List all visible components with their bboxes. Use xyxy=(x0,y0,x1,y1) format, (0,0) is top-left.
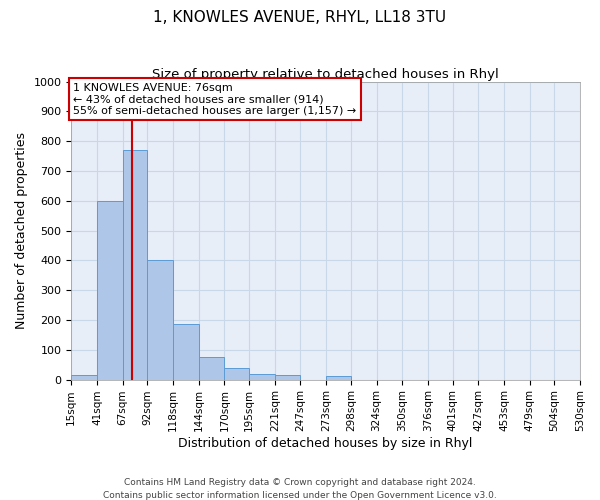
Text: 1, KNOWLES AVENUE, RHYL, LL18 3TU: 1, KNOWLES AVENUE, RHYL, LL18 3TU xyxy=(154,10,446,25)
Y-axis label: Number of detached properties: Number of detached properties xyxy=(15,132,28,329)
Bar xyxy=(224,368,249,380)
X-axis label: Distribution of detached houses by size in Rhyl: Distribution of detached houses by size … xyxy=(178,437,473,450)
Bar xyxy=(199,358,224,380)
Text: 1 KNOWLES AVENUE: 76sqm
← 43% of detached houses are smaller (914)
55% of semi-d: 1 KNOWLES AVENUE: 76sqm ← 43% of detache… xyxy=(73,82,356,116)
Bar xyxy=(173,324,199,380)
Bar xyxy=(97,201,122,380)
Bar xyxy=(275,375,301,380)
Bar xyxy=(71,375,97,380)
Bar xyxy=(122,150,148,380)
Title: Size of property relative to detached houses in Rhyl: Size of property relative to detached ho… xyxy=(152,68,499,80)
Bar xyxy=(249,374,275,380)
Bar xyxy=(326,376,351,380)
Bar xyxy=(148,260,173,380)
Text: Contains HM Land Registry data © Crown copyright and database right 2024.
Contai: Contains HM Land Registry data © Crown c… xyxy=(103,478,497,500)
